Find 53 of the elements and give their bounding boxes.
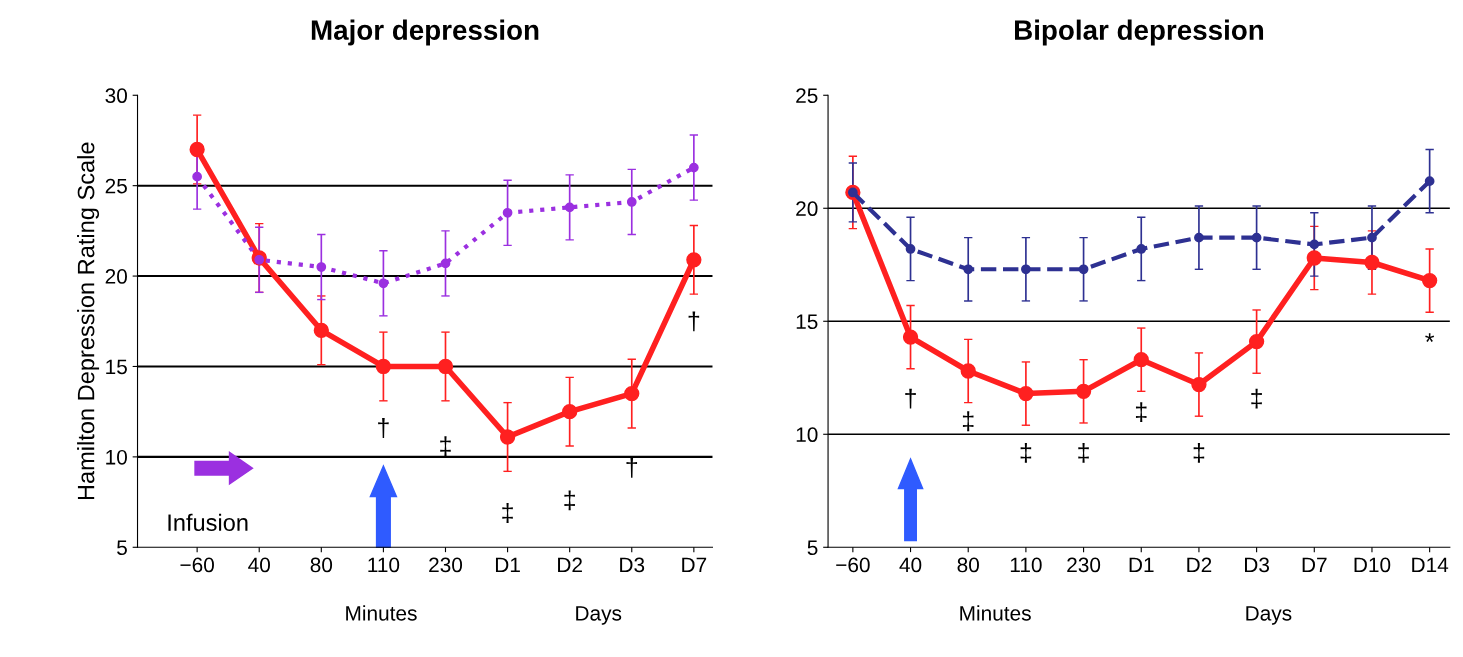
y-tick-label: 10 [796,427,818,443]
annotation: † [688,311,700,332]
y-tick-label: 20 [796,201,818,217]
x-tick-label: 230 [1067,557,1101,573]
text: Days [576,606,622,625]
annotation: ‡ [1251,388,1262,409]
y-tick-label: 15 [796,314,818,330]
chart-title: Major depression [311,19,539,46]
text: Minutes [960,605,1031,621]
annotation: ‡ [962,411,974,432]
annotation: ‡ [1135,402,1147,423]
y-tick-label: 5 [117,540,127,556]
y-tick-label: 30 [105,88,127,104]
x-tick-label: D7 [1302,557,1327,573]
annotation: Infusion [168,513,248,532]
x-tick-label: 80 [310,557,333,573]
x-tick-label: −60 [836,557,870,573]
annotation: † [626,457,638,478]
x-tick-label: D2 [1187,557,1212,573]
x-tick-label: 40 [899,557,922,573]
x-tick-label: D2 [558,557,582,573]
text: Days [1246,606,1292,625]
x-tick-label: 110 [368,557,400,573]
annotation: † [905,388,916,409]
x-tick-label: D3 [620,557,645,573]
y-tick-label: 5 [807,540,818,556]
y-tick-label: 25 [796,88,818,104]
x-tick-label: D1 [495,557,520,573]
x-tick-label: D7 [682,557,707,573]
x-tick-label: −60 [180,557,214,573]
x-tick-label: 230 [429,557,463,573]
annotation: ‡ [1078,442,1089,463]
x-tick-label: D10 [1354,557,1391,573]
annotation: ‡ [502,503,513,523]
annotation: ‡ [440,436,451,457]
chart-title: Bipolar depression [1015,19,1264,46]
annotation: ‡ [1020,442,1032,463]
text: Minutes [346,605,417,621]
y-tick-label: 10 [106,449,127,465]
annotation: † [378,418,389,438]
y-tick-label: 20 [105,269,127,284]
x-tick-label: D1 [1129,557,1154,573]
x-tick-label: D3 [1245,557,1270,573]
y-tick-label: 15 [106,359,127,375]
annotation: ‡ [1193,442,1205,463]
y-axis-title: Hamilton Depression Rating Scale [77,142,100,500]
x-tick-label: 40 [248,557,270,573]
annotation: * [1425,333,1435,342]
x-tick-label: D14 [1412,557,1449,573]
x-tick-label: 80 [957,557,979,573]
y-tick-label: 25 [105,178,127,194]
x-tick-label: 110 [1010,557,1042,573]
annotation: ‡ [564,490,575,511]
